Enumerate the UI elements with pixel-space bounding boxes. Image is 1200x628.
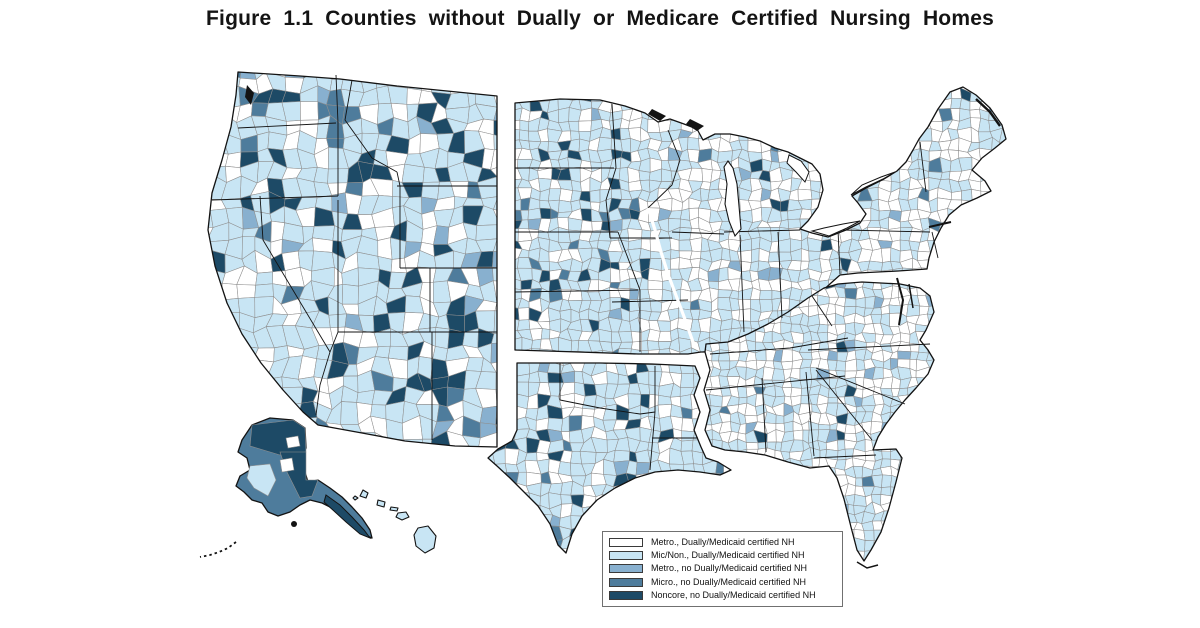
mississippi-river-channel (646, 207, 697, 349)
florida-keys (856, 561, 879, 569)
legend-item: Noncore, no Dually/Medicaid certified NH (609, 590, 836, 601)
hawaii-inset (352, 489, 437, 554)
legend-item: Micro., no Dually/Medicaid certified NH (609, 577, 836, 588)
region-south-central (488, 363, 729, 550)
alaska-inset (199, 417, 373, 558)
region-west (208, 72, 497, 447)
kodiak-island (291, 521, 297, 527)
alaska-white-area (279, 457, 295, 473)
lake-superior (686, 119, 704, 131)
region-south-central-outline (487, 362, 732, 554)
alaska-light-area (246, 463, 277, 497)
chesapeake-bay (896, 277, 905, 326)
alaska-white-area (285, 435, 301, 449)
region-southeast (704, 282, 934, 561)
legend-item: Metro., Dually/Medicaid certified NH (609, 537, 836, 548)
region-west-outline (207, 71, 498, 448)
figure-title: Figure 1.1 Counties without Dually or Me… (206, 7, 994, 30)
region-north-midwest-northeast-outline (514, 86, 1007, 355)
long-island (928, 221, 952, 228)
legend-swatch (609, 577, 643, 587)
legend-item: Metro., no Dually/Medicaid certified NH (609, 563, 836, 574)
lake-michigan (723, 160, 742, 238)
region-north-midwest-northeast (515, 87, 1006, 354)
map-legend: Metro., Dually/Medicaid certified NH Mic/… (602, 531, 843, 607)
legend-label: Metro., Dually/Medicaid certified NH (651, 537, 795, 548)
legend-label: Micro., no Dually/Medicaid certified NH (651, 576, 807, 587)
legend-label: Metro., no Dually/Medicaid certified NH (651, 563, 808, 574)
lake-huron (786, 154, 810, 183)
lake-superior (648, 109, 666, 121)
lake-erie (810, 220, 861, 237)
legend-label: Noncore, no Dually/Medicaid certified NH (651, 589, 816, 600)
chesapeake-bay (908, 283, 914, 309)
state-borders (211, 74, 939, 471)
maine-coast (975, 98, 1001, 127)
coastal-details (245, 85, 1001, 569)
great-lakes (648, 109, 896, 238)
legend-swatch (609, 590, 643, 600)
alaska-panhandle (323, 494, 372, 540)
aleutian-islands (199, 541, 237, 558)
legend-swatch (609, 551, 643, 561)
legend-label: Mic/Non., Dually/Medicaid certified NH (651, 550, 805, 561)
legend-item: Mic/Non., Dually/Medicaid certified NH (609, 550, 836, 561)
puget-sound (245, 85, 254, 105)
legend-swatch (609, 564, 643, 574)
lake-ontario (850, 171, 896, 196)
region-southeast-outline (703, 281, 935, 562)
legend-swatch (609, 538, 643, 548)
